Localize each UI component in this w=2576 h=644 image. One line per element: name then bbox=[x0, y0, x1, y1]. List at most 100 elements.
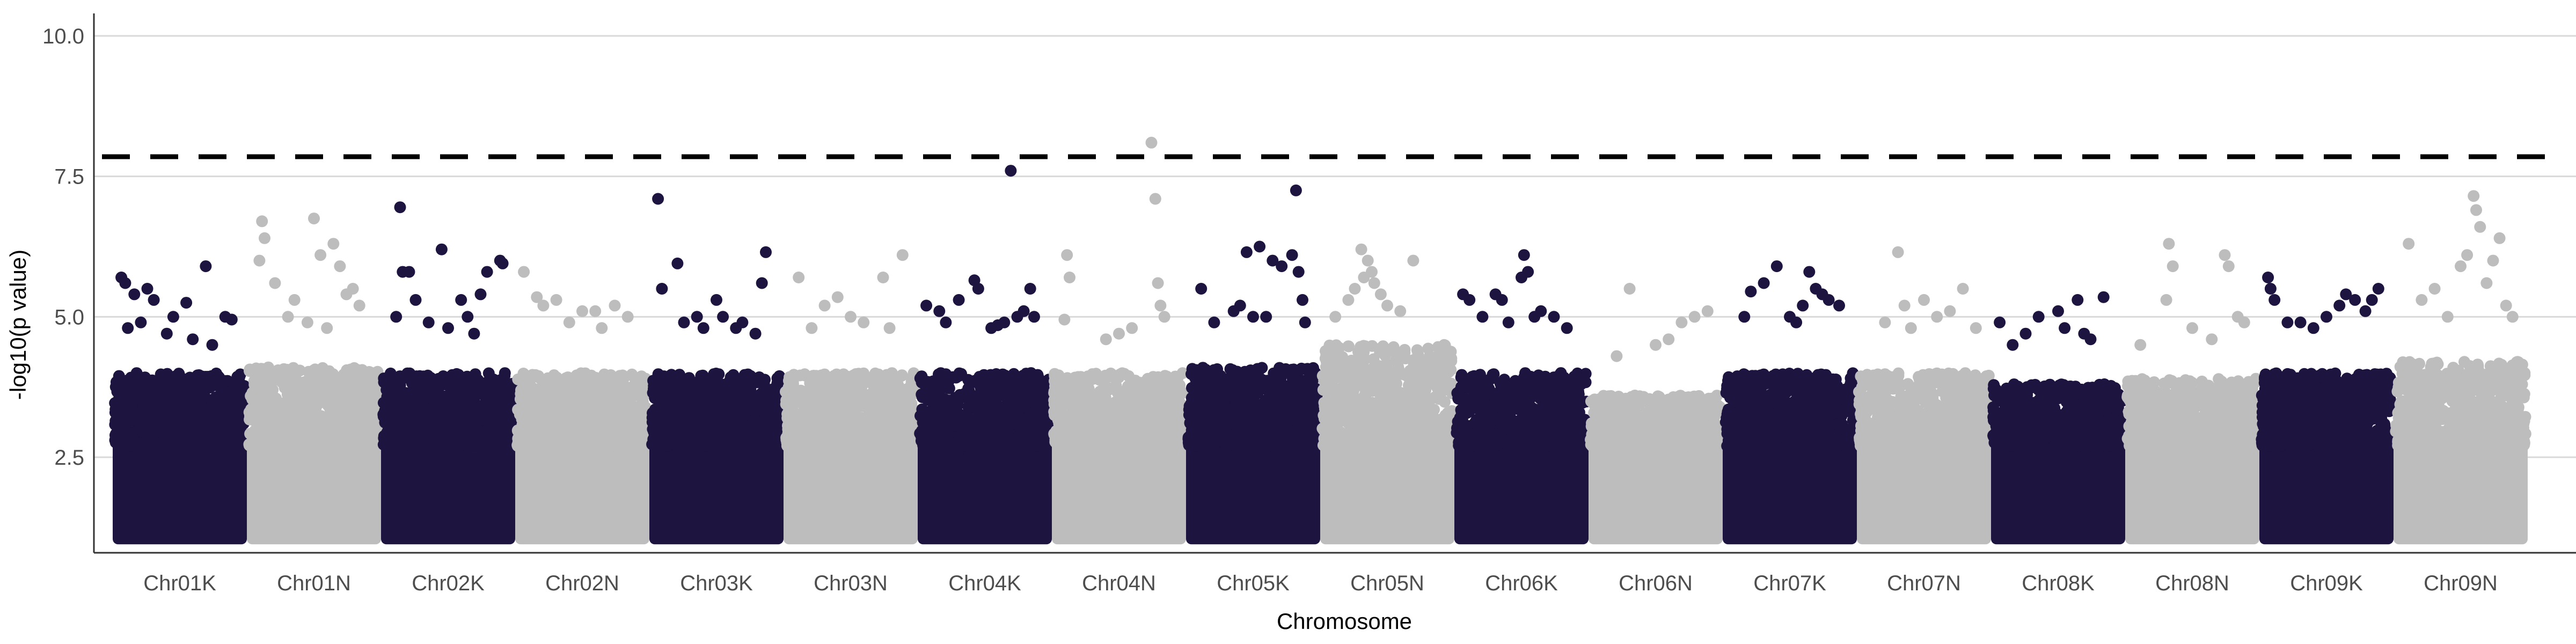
point bbox=[712, 415, 724, 428]
point bbox=[260, 400, 273, 412]
point-outlier bbox=[321, 322, 333, 334]
point-outlier bbox=[563, 316, 575, 328]
point bbox=[279, 382, 291, 394]
point bbox=[305, 418, 318, 430]
point bbox=[140, 398, 152, 409]
point bbox=[308, 385, 320, 397]
point-outlier bbox=[550, 294, 562, 306]
point bbox=[656, 411, 669, 423]
point bbox=[623, 391, 635, 403]
point bbox=[788, 370, 800, 382]
point-outlier bbox=[301, 316, 313, 328]
point-outlier bbox=[119, 277, 131, 289]
point bbox=[853, 376, 865, 389]
point bbox=[1026, 368, 1038, 380]
point bbox=[919, 415, 932, 427]
point bbox=[781, 408, 794, 420]
point-outlier bbox=[933, 305, 946, 317]
point bbox=[310, 399, 323, 411]
point-outlier bbox=[206, 339, 218, 351]
point-outlier bbox=[282, 311, 294, 323]
point-outlier bbox=[160, 327, 173, 340]
point bbox=[381, 391, 393, 403]
point bbox=[636, 396, 649, 408]
point-outlier bbox=[390, 311, 402, 323]
point bbox=[984, 421, 997, 433]
point bbox=[771, 372, 784, 384]
point bbox=[168, 417, 180, 429]
point bbox=[109, 419, 121, 431]
point bbox=[499, 367, 511, 379]
point bbox=[700, 421, 712, 433]
point bbox=[348, 404, 361, 416]
point bbox=[742, 384, 755, 397]
point-outlier bbox=[883, 322, 896, 334]
point bbox=[862, 414, 875, 426]
point-outlier bbox=[353, 299, 365, 312]
point bbox=[423, 411, 435, 422]
point bbox=[730, 439, 742, 451]
point bbox=[686, 399, 699, 411]
point-outlier bbox=[474, 288, 487, 301]
point bbox=[158, 400, 170, 413]
point bbox=[538, 389, 550, 401]
point bbox=[463, 440, 475, 452]
point-outlier bbox=[122, 322, 134, 334]
point bbox=[902, 398, 914, 410]
point bbox=[698, 403, 710, 415]
point bbox=[258, 421, 270, 433]
point bbox=[635, 370, 648, 383]
point bbox=[492, 400, 504, 412]
point bbox=[427, 436, 440, 449]
point bbox=[665, 402, 677, 414]
point bbox=[992, 411, 1004, 423]
series-Chr02K bbox=[377, 201, 519, 545]
point bbox=[171, 402, 184, 415]
point bbox=[798, 403, 810, 415]
point bbox=[249, 402, 261, 415]
series-Chr03K bbox=[646, 193, 787, 545]
point bbox=[450, 368, 463, 380]
point bbox=[364, 399, 376, 411]
series-Chr02N bbox=[511, 266, 653, 545]
point bbox=[302, 439, 314, 451]
point-outlier bbox=[760, 246, 772, 258]
point-outlier bbox=[135, 316, 147, 328]
point-outlier bbox=[920, 299, 933, 312]
point bbox=[696, 432, 708, 444]
point-outlier bbox=[259, 232, 270, 244]
point bbox=[184, 419, 196, 431]
point-outlier bbox=[749, 327, 762, 340]
point bbox=[652, 423, 664, 435]
point bbox=[525, 438, 538, 451]
point bbox=[599, 436, 612, 449]
point bbox=[583, 392, 595, 405]
point bbox=[462, 394, 473, 407]
point bbox=[350, 379, 363, 391]
point bbox=[726, 394, 738, 407]
point bbox=[231, 371, 244, 383]
point bbox=[169, 437, 181, 449]
point bbox=[662, 375, 675, 387]
point bbox=[742, 375, 755, 386]
point bbox=[976, 440, 988, 452]
point bbox=[930, 409, 942, 421]
point bbox=[740, 394, 752, 406]
point bbox=[447, 396, 459, 408]
point bbox=[716, 383, 728, 396]
point-outlier bbox=[589, 305, 602, 317]
point bbox=[672, 436, 684, 449]
point-outlier bbox=[253, 254, 266, 267]
point bbox=[609, 394, 621, 406]
point bbox=[326, 380, 338, 392]
point bbox=[442, 417, 454, 429]
point bbox=[621, 427, 634, 440]
point-outlier bbox=[442, 322, 454, 334]
point bbox=[832, 384, 844, 396]
point bbox=[400, 387, 412, 399]
point-outlier bbox=[877, 272, 889, 283]
data-points bbox=[109, 136, 2531, 545]
point bbox=[122, 425, 135, 437]
point bbox=[698, 380, 711, 392]
